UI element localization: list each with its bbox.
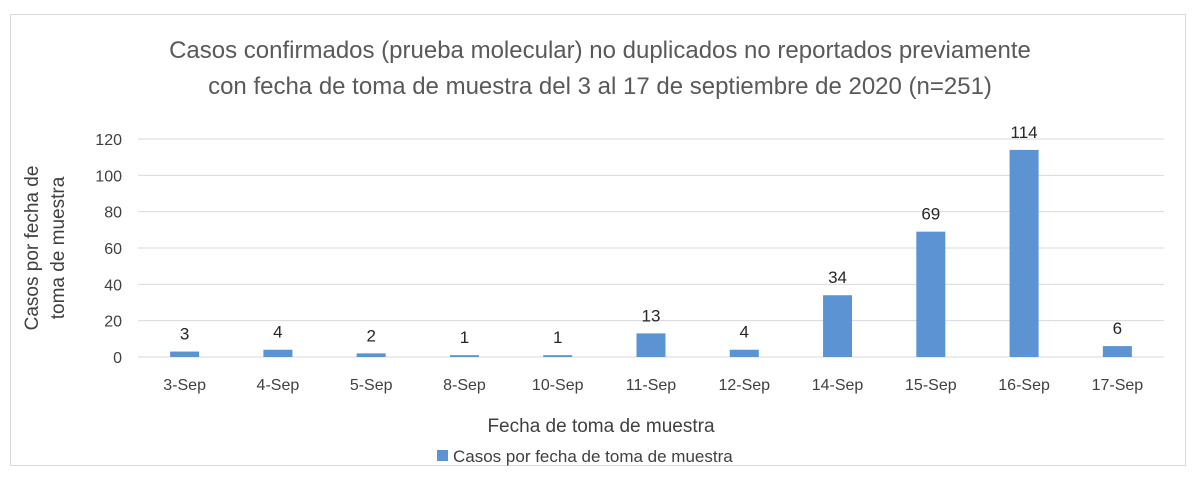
data-label: 34 <box>828 268 847 287</box>
data-label: 2 <box>366 326 375 345</box>
legend-label: Casos por fecha de toma de muestra <box>453 447 733 466</box>
bar <box>449 355 479 357</box>
chart-title-line-2: con fecha de toma de muestra del 3 al 17… <box>208 73 992 100</box>
data-label: 3 <box>180 325 189 344</box>
x-tick-label: 11-Sep <box>626 377 677 394</box>
x-tick-label: 12-Sep <box>718 377 770 394</box>
bar <box>356 353 386 357</box>
x-axis-ticks: 3-Sep 4-Sep 5-Sep 8-Sep 10-Sep 11-Sep 12-Sep 14… <box>163 377 1143 394</box>
data-label: 69 <box>921 205 940 224</box>
bar <box>1102 346 1132 357</box>
x-tick-label: 10-Sep <box>532 377 584 394</box>
x-tick-label: 14-Sep <box>812 377 864 394</box>
data-label: 13 <box>642 306 661 325</box>
data-label: 1 <box>460 328 469 347</box>
bar <box>823 295 853 357</box>
data-label: 6 <box>1113 319 1122 338</box>
bar <box>543 355 573 357</box>
x-tick-label: 16-Sep <box>998 377 1050 394</box>
x-tick-label: 17-Sep <box>1092 377 1144 394</box>
bars <box>170 149 1132 357</box>
chart-title-line-1: Casos confirmados (prueba molecular) no … <box>169 37 1031 64</box>
bar <box>263 349 293 357</box>
y-axis-label-line-1: Casos por fecha de <box>22 166 43 331</box>
legend-swatch <box>437 450 448 461</box>
x-tick-label: 5-Sep <box>350 377 393 394</box>
data-label: 1 <box>553 328 562 347</box>
y-axis-label-line-2: toma de muestra <box>48 176 69 319</box>
y-tick-label: 60 <box>104 241 122 258</box>
chart-frame <box>10 14 1186 466</box>
bar <box>636 333 666 357</box>
bar <box>170 351 200 357</box>
bar <box>1009 149 1039 357</box>
y-tick-label: 20 <box>104 314 122 331</box>
x-tick-label: 15-Sep <box>905 377 957 394</box>
x-tick-label: 3-Sep <box>163 377 206 394</box>
data-label: 4 <box>740 323 749 342</box>
y-tick-label: 100 <box>95 168 122 185</box>
y-tick-label: 80 <box>104 205 122 222</box>
x-tick-label: 8-Sep <box>443 377 486 394</box>
data-label: 114 <box>1011 123 1038 142</box>
y-tick-label: 40 <box>104 277 122 294</box>
y-tick-label: 0 <box>113 350 122 367</box>
bar <box>916 231 946 357</box>
gridlines <box>138 138 1164 358</box>
x-axis-label: Fecha de toma de muestra <box>487 416 714 437</box>
bar <box>729 349 759 357</box>
data-label: 4 <box>273 323 282 342</box>
x-tick-label: 4-Sep <box>257 377 300 394</box>
y-tick-label: 120 <box>95 132 122 149</box>
y-axis-ticks: 0 20 40 60 80 100 120 <box>95 132 122 367</box>
